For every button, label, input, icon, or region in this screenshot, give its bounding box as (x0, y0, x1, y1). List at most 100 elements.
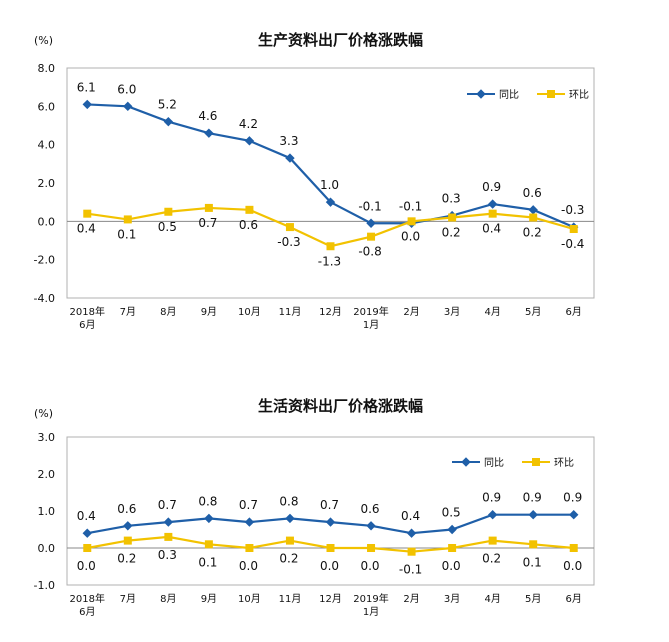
data-label: 6.0 (117, 82, 136, 96)
x-tick-label: 2019年 (353, 592, 388, 605)
data-point (244, 517, 255, 527)
data-label: 0.7 (158, 498, 177, 512)
chart-1: 生产资料出厂价格涨跌幅 (%) 8.0 6.0 4.0 2.0 0.0 -2.0 -4.0 201… (34, 31, 595, 331)
data-label: 0.0 (442, 559, 461, 573)
data-point (163, 116, 174, 127)
legend: 同比 环比 (452, 457, 574, 469)
data-label: -0.8 (358, 245, 381, 259)
y-tick-label: 2.0 (38, 468, 56, 481)
data-point (285, 223, 294, 232)
data-label: 0.0 (320, 559, 339, 573)
data-point (325, 517, 336, 527)
y-tick-label: 1.0 (38, 505, 56, 518)
x-tick-label: 2018年 (70, 305, 105, 318)
x-tick-label: 2019年 (353, 305, 388, 318)
data-label: 0.3 (442, 192, 461, 206)
series-mom: 0.0 0.2 0.3 0.1 0.0 0.2 0.0 0.0 -0.1 0.0 0.2 0.1 0.0 (77, 532, 582, 577)
legend-swatch-marker (547, 90, 555, 98)
data-label: 0.4 (401, 509, 420, 523)
data-label: 0.7 (239, 498, 258, 512)
y-tick-label: 6.0 (38, 100, 56, 113)
data-label: 0.2 (117, 552, 136, 566)
data-label: -0.3 (277, 235, 300, 249)
x-tick-label: 11月 (279, 593, 302, 605)
data-point (204, 540, 213, 549)
data-point (569, 509, 579, 520)
data-point (204, 128, 214, 138)
data-point (488, 536, 497, 545)
data-label: 4.6 (198, 109, 217, 123)
x-tick-label: 3月 (444, 306, 460, 318)
data-point (487, 199, 498, 209)
data-label: 0.4 (482, 222, 501, 236)
data-label: 0.5 (158, 220, 177, 234)
data-label: 0.9 (563, 491, 582, 505)
series-yoy: 0.4 0.6 0.7 0.8 0.7 0.8 0.7 0.6 0.4 0.5 0.9 0.9 0.9 (77, 491, 582, 538)
y-unit-label: (%) (34, 407, 53, 420)
data-label: 0.9 (523, 491, 542, 505)
data-label: -0.1 (358, 199, 381, 213)
legend-swatch-marker (476, 89, 486, 99)
data-label: 0.8 (279, 494, 298, 508)
data-point (82, 528, 92, 538)
x-tick-label: 6月 (79, 319, 95, 331)
data-label: 0.0 (360, 559, 379, 573)
x-tick-label: 2018年 (70, 592, 105, 605)
data-label: 0.1 (117, 227, 136, 241)
data-point (569, 225, 578, 233)
data-point (407, 547, 416, 556)
chart-title: 生活资料出厂价格涨跌幅 (258, 397, 423, 415)
data-label: 0.6 (117, 502, 136, 516)
data-label: 3.3 (279, 134, 298, 148)
data-point (528, 205, 538, 215)
data-label: 1.0 (320, 178, 339, 192)
series-line (87, 103, 575, 229)
legend-entry: 同比 (484, 457, 504, 469)
data-label: 0.6 (360, 502, 379, 516)
plot-frame (66, 436, 595, 586)
x-tick-label: 1月 (363, 319, 379, 331)
y-tick-label: 8.0 (38, 62, 56, 75)
data-point (285, 513, 295, 524)
data-label: 0.0 (401, 229, 420, 243)
y-tick-label: 2.0 (38, 177, 56, 190)
legend-entry: 环比 (569, 89, 589, 101)
data-label: -0.4 (561, 237, 584, 251)
x-tick-label: 8月 (160, 306, 176, 318)
data-point (123, 101, 133, 112)
x-tick-label: 6月 (566, 593, 582, 605)
data-point (204, 513, 214, 524)
data-label: 0.5 (442, 506, 461, 520)
data-point (325, 197, 336, 207)
data-point (569, 544, 578, 552)
data-point (285, 536, 294, 545)
y-tick-label: -4.0 (34, 292, 55, 305)
legend-swatch-marker (532, 458, 540, 466)
data-point (367, 232, 376, 241)
data-label: -0.3 (561, 203, 584, 217)
data-label: 0.2 (482, 552, 501, 566)
data-label: 0.8 (198, 494, 217, 508)
data-label: 0.9 (482, 491, 501, 505)
data-point (123, 215, 132, 224)
legend-swatch-marker (461, 457, 471, 467)
data-label: 0.9 (482, 180, 501, 194)
y-tick-label: 4.0 (38, 139, 56, 152)
data-point (204, 203, 213, 212)
x-tick-label: 9月 (201, 306, 217, 318)
data-label: -0.1 (399, 199, 422, 213)
series-yoy: 6.1 6.0 5.2 4.6 4.2 3.3 1.0 -0.1 -0.1 0.3 0.9 0.6 -0… (77, 80, 584, 232)
data-point (83, 209, 92, 218)
x-tick-label: 3月 (444, 593, 460, 605)
data-point (83, 544, 92, 552)
data-label: 0.4 (77, 222, 96, 236)
data-label: 0.2 (279, 552, 298, 566)
x-tick-label: 7月 (120, 306, 136, 318)
data-point (448, 213, 457, 222)
y-tick-label: -2.0 (34, 254, 55, 267)
data-point (123, 521, 133, 531)
data-point (448, 544, 457, 552)
